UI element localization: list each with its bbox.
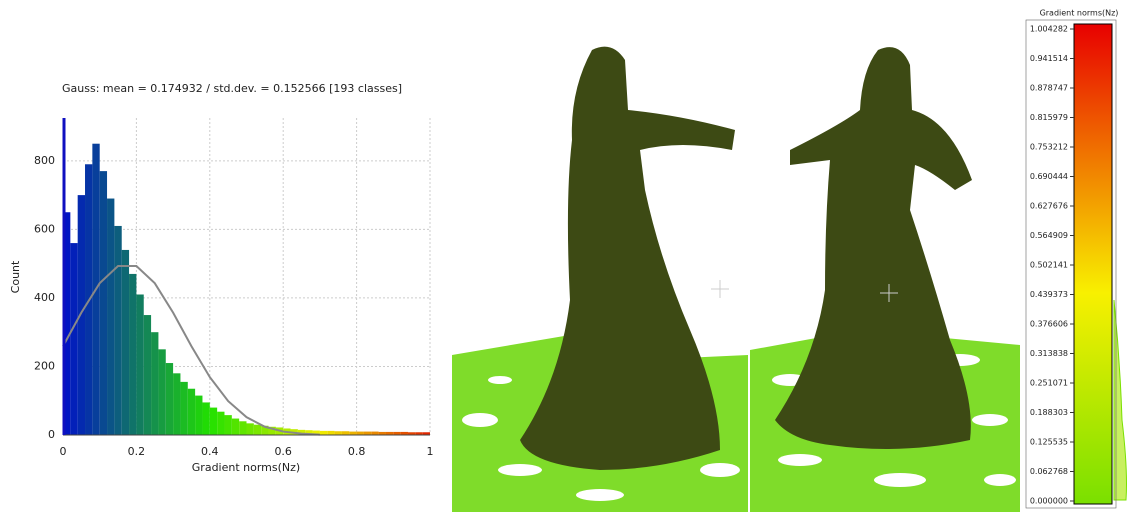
scale-tick-label: 0.878747 [1030,83,1068,92]
bar [173,373,180,435]
bar [217,412,224,435]
plot: 0 200 400 600 800 0 0.2 0.4 0.6 0.8 1 [34,118,434,458]
chart-title: Gauss: mean = 0.174932 / std.dev. = 0.15… [62,82,402,95]
scale-tick-label: 0.502141 [1030,261,1068,270]
x-tick-label: 1 [427,445,434,458]
x-tick-label: 0.6 [274,445,292,458]
bar [122,250,129,435]
y-tick-label: 600 [34,222,55,235]
scale-tick-label: 0.313838 [1030,349,1068,358]
scale-tick-label: 0.627676 [1030,202,1068,211]
scale-tick-label: 0.251071 [1030,378,1068,387]
x-axis-label: Gradient norms(Nz) [192,461,300,474]
bar [70,243,77,435]
bar [335,431,342,435]
x-tick-label: 0 [60,445,67,458]
scale-tick-label: 0.753212 [1030,142,1068,151]
scale-tick-label: 0.439373 [1030,290,1068,299]
bar [166,363,173,435]
bar [254,425,261,435]
bar [371,432,378,435]
bar [247,423,254,435]
bar [129,274,136,435]
x-tick-label: 0.2 [128,445,146,458]
scale-tick-label: 0.000000 [1030,497,1068,506]
y-tick-label: 800 [34,154,55,167]
bar [144,315,151,435]
y-tick-label: 200 [34,359,55,372]
scale-tick-label: 0.376606 [1030,319,1068,328]
bar [364,432,371,435]
scale-tick-label: 0.125535 [1030,438,1068,447]
bar [195,396,202,435]
page: Gauss: mean = 0.174932 / std.dev. = 0.15… [0,0,1129,512]
scale-title: Gradient norms(Nz) [1040,9,1119,18]
bar [114,226,121,435]
scale-tick-label: 0.188303 [1030,408,1068,417]
bar [100,171,107,435]
bar [342,431,349,435]
color-scale: 0.000000 0.062768 0.125535 0.188303 0.251071… [1026,20,1127,508]
x-tick-label: 0.8 [348,445,366,458]
point-cloud-view [452,47,1020,512]
bar [78,195,85,435]
scale-tick-label: 1.004282 [1030,25,1068,34]
scale-tick-label: 0.564909 [1030,231,1068,240]
bar [232,419,239,435]
bar [202,402,209,435]
y-axis-label: Count [9,260,22,293]
scale-tick-label: 0.941514 [1030,54,1068,63]
bar [239,421,246,435]
bar [180,382,187,435]
y-tick-label: 400 [34,291,55,304]
x-tick-label: 0.4 [201,445,219,458]
scale-tick-label: 0.062768 [1030,467,1068,476]
scale-tick-label: 0.690444 [1030,172,1068,181]
bar [327,431,334,435]
bar [210,408,217,435]
bar [188,389,195,435]
bar [151,332,158,435]
bar [320,431,327,435]
bar [107,199,114,435]
bar [357,432,364,435]
bar [136,294,143,435]
bar [349,432,356,435]
y-tick-label: 0 [48,428,55,441]
bar [158,349,165,435]
scale-tick-label: 0.815979 [1030,113,1068,122]
bar [224,415,231,435]
